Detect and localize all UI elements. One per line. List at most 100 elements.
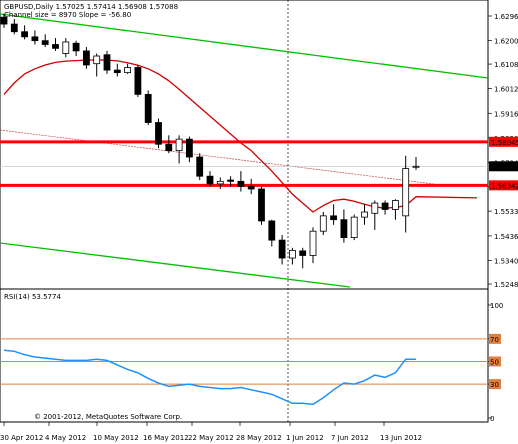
current-price-tag-label: 1.57088 [491, 163, 518, 171]
copyright-text: © 2001-2012, MetaQuotes Software Corp. [34, 413, 182, 421]
rsi-tick-label: 70 [490, 336, 499, 344]
candle-body-bear [165, 143, 173, 152]
candle[interactable] [52, 38, 59, 51]
current-price-tag [489, 161, 518, 172]
candle[interactable] [412, 157, 420, 170]
candle[interactable] [299, 247, 307, 269]
candle-body-bear [237, 180, 245, 187]
candle-body-bull [309, 230, 317, 256]
candle[interactable] [113, 63, 121, 77]
rsi-pane[interactable] [0, 288, 489, 423]
candle-body-bull [288, 249, 296, 259]
candle[interactable] [155, 118, 162, 149]
candle[interactable] [381, 200, 389, 215]
resistance-level-tag [489, 136, 518, 147]
candle[interactable] [319, 212, 327, 236]
candle-body-bull [93, 55, 101, 65]
date-tick-label: 13 Jun 2012 [380, 434, 422, 442]
moving-average-line[interactable] [3, 59, 478, 213]
candle-body-bear [185, 138, 193, 158]
candle[interactable] [185, 136, 193, 163]
candle-body-bear [196, 156, 204, 177]
candle[interactable] [268, 219, 276, 247]
candle[interactable] [72, 40, 80, 57]
candle[interactable] [402, 155, 410, 233]
candle-body-bull [216, 180, 224, 185]
candle[interactable] [62, 38, 70, 58]
candle[interactable] [41, 34, 49, 48]
candle-body-bear [103, 54, 111, 71]
date-tick-label: 10 May 2012 [93, 434, 139, 442]
candle[interactable] [350, 214, 358, 241]
candle[interactable] [83, 47, 90, 69]
candle-body-bull [361, 211, 368, 218]
candle[interactable] [93, 53, 101, 77]
candle[interactable] [206, 171, 214, 187]
candle[interactable] [288, 247, 296, 265]
candle-body-bear [144, 93, 152, 123]
candle-body-bull [371, 202, 379, 214]
price-tick-label: 1.60125 [494, 86, 518, 94]
candle-body-bull [175, 138, 183, 152]
rsi-level-tag [489, 333, 501, 344]
candle[interactable] [330, 204, 338, 225]
candle-body-bear [268, 220, 276, 241]
candle-body-bull [391, 200, 399, 210]
candle[interactable] [258, 186, 265, 225]
candle-body-bear [381, 202, 389, 210]
date-tick-label: 28 May 2012 [236, 434, 282, 442]
price-tick-label: 1.61085 [494, 61, 518, 69]
support-level-tag-label: 1.56342 [491, 182, 518, 190]
candle-body-bear [21, 31, 29, 38]
candle-body-bear [227, 179, 235, 182]
candle[interactable] [309, 227, 317, 264]
candle-body-bear [72, 42, 80, 52]
candle[interactable] [237, 171, 245, 192]
candle[interactable] [124, 63, 131, 74]
candle-body-bear [31, 36, 39, 42]
rsi-level-tag [489, 379, 501, 390]
date-tick-label: 22 May 2012 [188, 434, 234, 442]
candle-body-bear [206, 175, 214, 185]
rsi-tick-label: 100 [490, 302, 503, 310]
candle[interactable] [371, 200, 379, 230]
candle[interactable] [144, 90, 152, 126]
candle-body-bull [402, 168, 410, 217]
price-tick-label: 1.59160 [494, 110, 518, 118]
candle[interactable] [216, 177, 224, 189]
candle[interactable] [196, 153, 204, 181]
rsi-header: RSI(14) 53.5774 [4, 293, 61, 301]
price-tick-label: 1.53405 [494, 257, 518, 265]
candle[interactable] [103, 50, 111, 74]
candle[interactable] [247, 178, 255, 195]
channel-lower-line[interactable] [0, 242, 351, 288]
candle[interactable] [0, 13, 8, 28]
candle-body-bear [0, 16, 8, 25]
rsi-line[interactable] [3, 349, 416, 406]
candle[interactable] [31, 30, 39, 45]
rsi-level-tag [489, 356, 501, 367]
candle[interactable] [175, 135, 183, 164]
candle[interactable] [165, 135, 173, 154]
rsi-tick-label: 30 [490, 381, 499, 389]
candle-body-bear [330, 215, 338, 221]
candle[interactable] [227, 176, 235, 187]
rsi-tick-label: 0 [490, 415, 494, 423]
candle-body-bull [319, 215, 327, 232]
candle-body-bear [155, 122, 162, 145]
candle[interactable] [361, 204, 368, 225]
candle[interactable] [10, 18, 18, 35]
channel-upper-line[interactable] [0, 13, 489, 79]
rsi-tick-label: 50 [490, 359, 499, 367]
candle-body-bear [340, 219, 348, 238]
candle-body-bear [278, 239, 286, 259]
candle[interactable] [278, 235, 286, 265]
resistance-level-tag-label: 1.58045 [491, 139, 518, 147]
candle[interactable] [134, 64, 142, 97]
candle[interactable] [340, 209, 348, 243]
candle[interactable] [21, 25, 29, 40]
candle-body-bear [258, 188, 265, 222]
date-tick-label: 30 Apr 2012 [0, 434, 43, 442]
candle[interactable] [391, 199, 399, 220]
